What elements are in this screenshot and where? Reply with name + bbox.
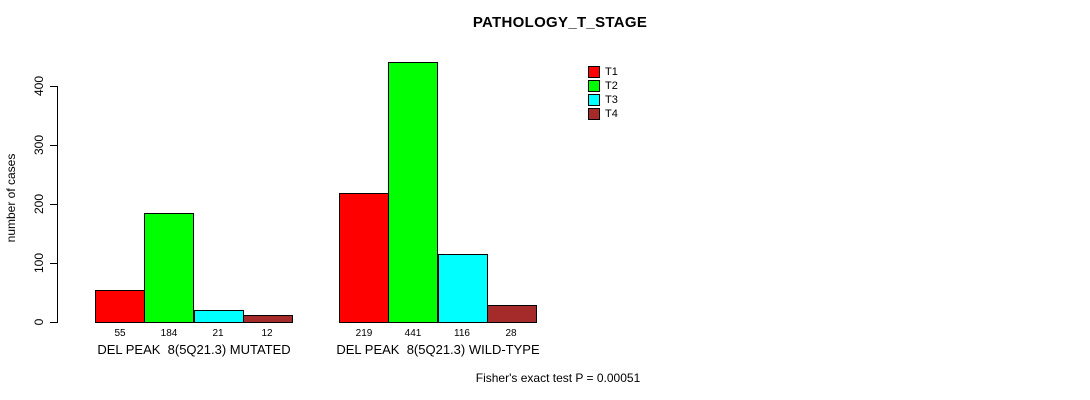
y-tick-200 <box>50 204 57 205</box>
chart-title: PATHOLOGY_T_STAGE <box>472 14 648 31</box>
bar-t4-group1 <box>243 315 293 323</box>
bar-value-label: 184 <box>160 328 178 339</box>
bar-t3-group1 <box>194 310 244 323</box>
y-tick-0 <box>50 322 57 323</box>
bar-value-label: 219 <box>355 328 373 339</box>
bar-t1-group2 <box>339 193 389 323</box>
y-tick-label-400: 400 <box>32 75 46 97</box>
bar-value-label: 55 <box>114 328 126 339</box>
fisher-test-annotation: Fisher's exact test P = 0.00051 <box>475 371 641 385</box>
y-tick-400 <box>50 86 57 87</box>
bar-t4-group2 <box>487 305 537 323</box>
y-axis-line <box>57 86 58 323</box>
bar-value-label: 28 <box>505 328 517 339</box>
legend-swatch-t2 <box>588 80 600 92</box>
bar-value-label: 21 <box>212 328 224 339</box>
bar-value-label: 441 <box>404 328 422 339</box>
group-label-2: DEL PEAK 8(5Q21.3) WILD-TYPE <box>336 342 540 357</box>
y-tick-label-300: 300 <box>32 134 46 156</box>
y-tick-label-100: 100 <box>32 252 46 274</box>
legend-label-t2: T2 <box>605 80 618 92</box>
y-tick-label-200: 200 <box>32 193 46 215</box>
legend-label-t4: T4 <box>605 108 618 120</box>
legend-label-t1: T1 <box>605 66 618 78</box>
bar-value-label: 12 <box>261 328 273 339</box>
bar-t1-group1 <box>95 290 145 323</box>
bar-t3-group2 <box>438 254 488 323</box>
legend-swatch-t1 <box>588 66 600 78</box>
legend-item-t1: T1 <box>588 65 618 79</box>
y-axis-label: number of cases <box>4 153 18 243</box>
legend: T1 T2 T3 T4 <box>588 65 618 121</box>
legend-label-t3: T3 <box>605 94 618 106</box>
legend-item-t4: T4 <box>588 107 618 121</box>
legend-item-t3: T3 <box>588 93 618 107</box>
legend-item-t2: T2 <box>588 79 618 93</box>
y-tick-300 <box>50 145 57 146</box>
bar-value-label: 116 <box>454 328 470 339</box>
legend-swatch-t3 <box>588 94 600 106</box>
y-tick-100 <box>50 263 57 264</box>
legend-swatch-t4 <box>588 108 600 120</box>
bar-t2-group2 <box>388 62 438 323</box>
group-label-1: DEL PEAK 8(5Q21.3) MUTATED <box>97 342 291 357</box>
y-tick-label-0: 0 <box>32 318 46 326</box>
bar-t2-group1 <box>144 213 194 323</box>
